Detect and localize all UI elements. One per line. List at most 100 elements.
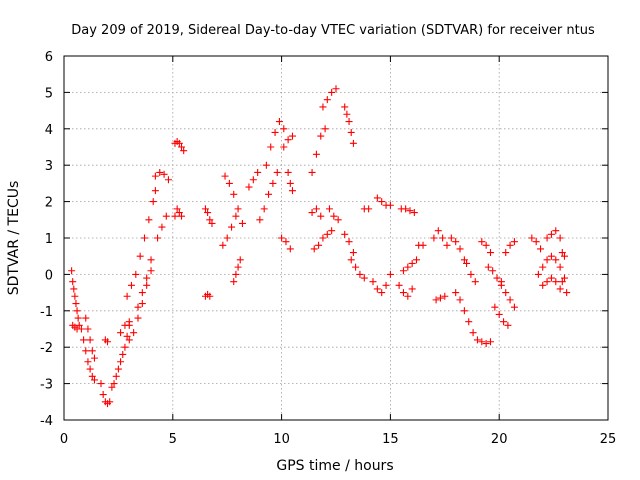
data-point: [84, 325, 92, 333]
data-point: [143, 274, 151, 282]
data-point: [282, 238, 290, 246]
data-point: [149, 198, 157, 206]
data-point: [373, 285, 381, 293]
data-point: [539, 281, 547, 289]
data-point: [273, 168, 281, 176]
data-point: [560, 252, 568, 260]
data-point: [325, 205, 333, 213]
data-point: [69, 278, 77, 286]
data-point: [256, 216, 264, 224]
data-point: [317, 212, 325, 220]
data-point: [419, 241, 427, 249]
data-point: [317, 132, 325, 140]
data-point: [127, 281, 135, 289]
data-point: [502, 249, 510, 257]
data-point: [164, 176, 172, 184]
data-point: [114, 365, 122, 373]
data-point: [478, 238, 486, 246]
data-point: [430, 234, 438, 242]
data-point: [323, 96, 331, 104]
data-points: [68, 85, 571, 408]
data-point: [563, 289, 571, 297]
data-point: [399, 289, 407, 297]
data-point: [347, 128, 355, 136]
data-point: [373, 194, 381, 202]
data-point: [82, 347, 90, 355]
data-point: [138, 300, 146, 308]
data-point: [558, 278, 566, 286]
data-point: [345, 118, 353, 126]
data-point: [232, 270, 240, 278]
data-point: [404, 292, 412, 300]
data-point: [143, 281, 151, 289]
data-point: [175, 209, 183, 217]
data-point: [225, 179, 233, 187]
data-point: [547, 230, 555, 238]
data-point: [201, 205, 209, 213]
data-point: [547, 274, 555, 282]
data-point: [456, 245, 464, 253]
data-point: [265, 190, 273, 198]
data-point: [138, 289, 146, 297]
data-point: [556, 263, 564, 271]
y-tick-label: 0: [45, 268, 53, 283]
data-point: [473, 336, 481, 344]
data-point: [112, 372, 120, 380]
data-point: [547, 252, 555, 260]
data-point: [312, 205, 320, 213]
data-point: [123, 292, 131, 300]
data-point: [171, 212, 179, 220]
data-point: [489, 267, 497, 275]
data-point: [478, 338, 486, 346]
data-point: [275, 118, 283, 126]
data-point: [84, 358, 92, 366]
x-tick-label: 0: [60, 432, 68, 447]
data-point: [236, 256, 244, 264]
data-point: [356, 270, 364, 278]
data-point: [234, 263, 242, 271]
data-point: [204, 209, 212, 217]
data-point: [386, 201, 394, 209]
data-point: [88, 347, 96, 355]
data-point: [341, 103, 349, 111]
data-point: [86, 336, 94, 344]
data-point: [134, 314, 142, 322]
data-point: [369, 278, 377, 286]
data-point: [262, 161, 270, 169]
data-point: [506, 296, 514, 304]
data-point: [408, 285, 416, 293]
data-point: [228, 223, 236, 231]
data-point: [482, 241, 490, 249]
data-point: [486, 249, 494, 257]
data-point: [97, 380, 105, 388]
data-point: [110, 380, 118, 388]
data-point: [123, 332, 131, 340]
data-point: [319, 234, 327, 242]
data-point: [117, 358, 125, 366]
data-point: [558, 249, 566, 257]
data-point: [230, 190, 238, 198]
data-point: [395, 281, 403, 289]
data-point: [271, 128, 279, 136]
data-point: [267, 143, 275, 151]
data-point: [328, 88, 336, 96]
data-point: [334, 216, 342, 224]
data-point: [456, 296, 464, 304]
y-tick-label: 6: [45, 50, 53, 65]
data-point: [560, 274, 568, 282]
data-point: [500, 318, 508, 326]
chart-title: Day 209 of 2019, Sidereal Day-to-day VTE…: [71, 23, 595, 38]
data-point: [330, 212, 338, 220]
x-axis-label: GPS time / hours: [276, 458, 393, 474]
data-point: [434, 227, 442, 235]
data-point: [534, 270, 542, 278]
data-point: [447, 234, 455, 242]
data-point: [408, 259, 416, 267]
data-point: [249, 176, 257, 184]
data-point: [404, 263, 412, 271]
data-point: [206, 216, 214, 224]
data-point: [104, 338, 112, 346]
data-point: [436, 294, 444, 302]
data-point: [232, 212, 240, 220]
